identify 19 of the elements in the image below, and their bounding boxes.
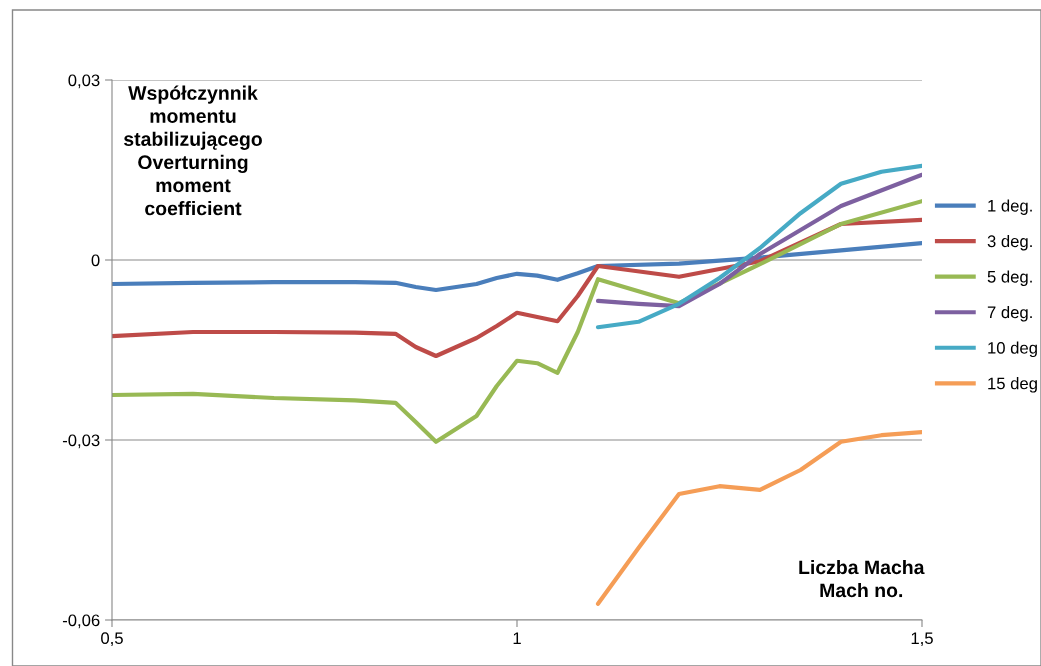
line-series (112, 199, 922, 444)
x-tick-label: 1 (513, 632, 521, 644)
line-series (112, 241, 922, 293)
line-series (595, 163, 922, 330)
legend-label: 15 deg (988, 377, 1037, 393)
y-axis-title: Współczynnik momentu stabilizującego Overturning moment coefficient (124, 85, 262, 216)
legend-label: 3 deg. (987, 234, 1032, 251)
y-tick-label: 0 (91, 254, 100, 267)
legend-label: 10 deg (988, 341, 1037, 358)
x-tick-label: 0,5 (101, 632, 123, 647)
x-axis-title: Liczba Macha Mach no. (799, 559, 925, 598)
legend-label: 5 deg. (987, 270, 1032, 286)
y-tick-label: 0,03 (68, 74, 100, 89)
y-tick-label: -0,03 (62, 434, 100, 449)
x-tick-label: 1,5 (911, 632, 933, 647)
legend-label: 7 deg. (987, 306, 1032, 322)
y-tick-label: -0,06 (62, 614, 100, 629)
line-series (595, 172, 922, 309)
legend-label: 1 deg. (988, 199, 1032, 215)
